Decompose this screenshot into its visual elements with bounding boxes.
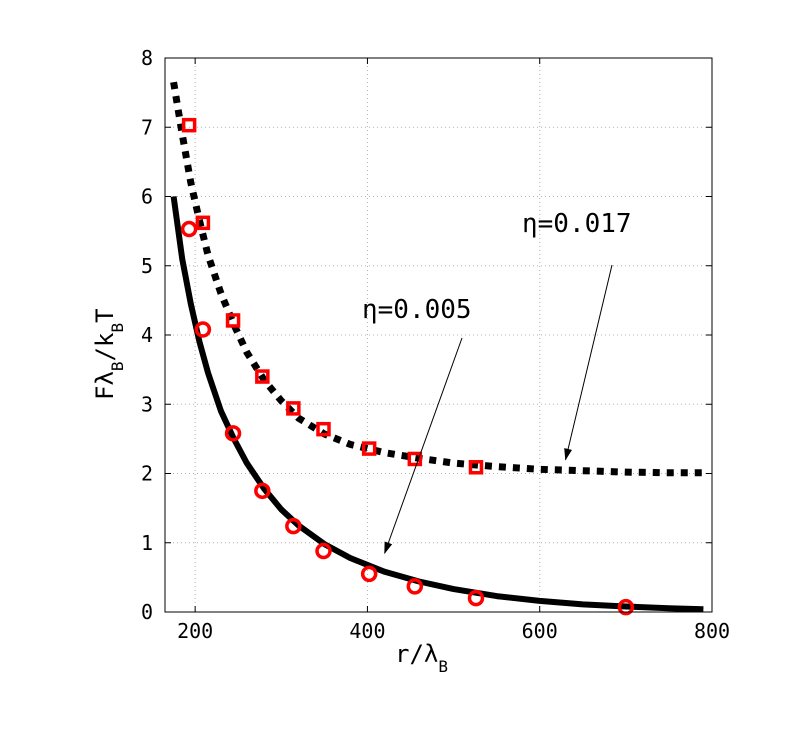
x-axis-label: r/λB [395, 640, 448, 676]
circle-marker [315, 542, 332, 560]
circle-marker [254, 482, 271, 500]
circle-marker [180, 220, 198, 238]
y-axis-label-a: Fλ [91, 371, 119, 400]
x-axis-label-main: r/λ [395, 640, 438, 668]
square-marker [361, 441, 377, 456]
y-axis-label: FλB/kBT [91, 308, 127, 400]
x-axis-label-sub: B [438, 657, 448, 676]
circle-marker [360, 565, 378, 583]
solid-curve-eta-0005 [170, 196, 704, 613]
annotation-arrow [564, 264, 613, 461]
y-axis-label-sub2: B [108, 323, 127, 333]
square-marker [316, 421, 331, 437]
y-tick-label: 8 [141, 46, 153, 70]
annotations: η=0.005 η=0.017 [362, 209, 632, 555]
x-tick-label: 200 [177, 619, 213, 643]
y-tick-label: 3 [141, 392, 153, 416]
circle-marker [467, 589, 485, 607]
x-tick-label: 600 [522, 619, 558, 643]
annotation-arrow [384, 337, 463, 555]
x-tick-label: 800 [694, 619, 730, 643]
circle-marker [224, 425, 242, 442]
ticks: 200 400 600 800 0 1 2 3 4 5 6 7 8 [141, 46, 730, 643]
y-axis-label-b: /k [91, 332, 119, 361]
plot-area [165, 58, 712, 612]
annotation-label: η=0.017 [522, 209, 632, 239]
y-tick-label: 0 [141, 600, 153, 624]
circle-marker [285, 517, 302, 535]
circle-marker [617, 598, 635, 616]
square-marker [195, 215, 211, 231]
square-marker [286, 401, 301, 416]
square-marker [468, 460, 484, 475]
y-tick-label: 6 [141, 185, 153, 209]
y-tick-label: 7 [141, 115, 153, 139]
y-tick-label: 4 [141, 323, 153, 347]
series-layer [170, 81, 704, 616]
y-axis-label-sub1: B [108, 361, 127, 371]
square-marker [225, 313, 241, 328]
circle-marker [406, 578, 424, 595]
x-tick-label: 400 [349, 619, 385, 643]
y-axis-label-c: T [91, 308, 119, 322]
y-tick-label: 5 [141, 254, 153, 278]
y-tick-label: 1 [141, 531, 153, 555]
square-marker [407, 451, 423, 467]
annotation-label: η=0.005 [362, 295, 472, 325]
dotted-curve-eta-0017 [170, 81, 704, 477]
y-tick-label: 2 [141, 462, 153, 486]
circle-marker [194, 321, 212, 338]
square-marker [255, 369, 270, 384]
square-marker [181, 117, 197, 133]
